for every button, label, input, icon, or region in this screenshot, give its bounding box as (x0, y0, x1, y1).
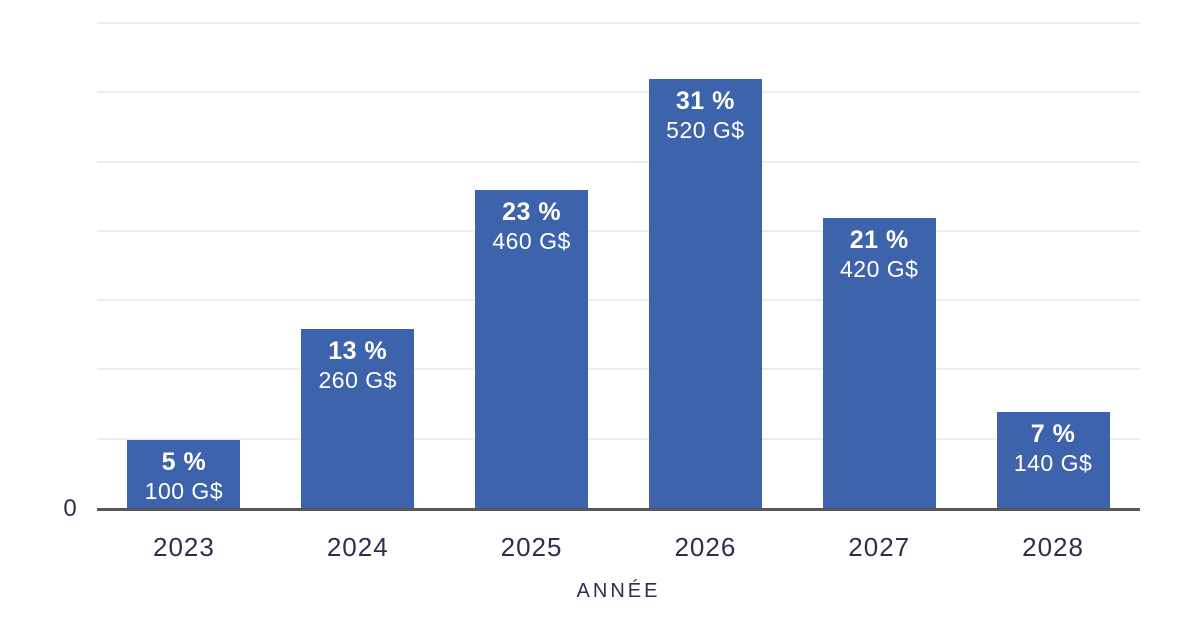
bar-2024: 13 % 260 G$ (301, 328, 415, 509)
gridline (97, 91, 1140, 94)
chart-column-2028: 7 % 140 G$ (966, 24, 1140, 509)
chart-column-2026: 31 % 520 G$ (618, 24, 792, 509)
bar-amount-label: 260 G$ (318, 366, 397, 393)
gridline (97, 299, 1140, 302)
bar-pct-label: 7 % (1030, 420, 1076, 448)
x-tick-label-2025: 2025 (500, 532, 563, 562)
bar-2028: 7 % 140 G$ (996, 412, 1110, 509)
bar-pct-label: 23 % (502, 198, 562, 227)
x-tick-label-2024: 2024 (326, 532, 389, 562)
x-axis-title: ANNÉE (576, 580, 661, 602)
gridline (97, 160, 1140, 163)
bar-2025: 23 % 460 G$ (475, 190, 589, 509)
bars-container: 5 % 100 G$ 13 % 260 G$ 23 % 460 G$ 31 % 520 G$ 2… (97, 24, 1140, 509)
x-axis-line (97, 508, 1140, 511)
x-tick-label-2027: 2027 (848, 532, 911, 562)
bar-amount-label: 420 G$ (839, 256, 919, 282)
bar-amount-label: 460 G$ (492, 228, 571, 255)
plot-area: 5 % 100 G$ 13 % 260 G$ 23 % 460 G$ 31 % 520 G$ 2… (97, 22, 1140, 511)
gridline (97, 22, 1140, 24)
chart-column-2025: 23 % 460 G$ (445, 24, 619, 509)
chart-column-2027: 21 % 420 G$ (792, 24, 966, 509)
x-tick-label-2026: 2026 (674, 532, 737, 562)
gridline (97, 437, 1140, 440)
x-axis-tick-labels: 2023 2024 2025 2026 2027 2028 (97, 532, 1140, 563)
bar-pct-label: 21 % (849, 226, 909, 254)
chart-column-2024: 13 % 260 G$ (271, 24, 445, 509)
bar-amount-label: 520 G$ (666, 117, 745, 144)
bar-amount-label: 140 G$ (1013, 450, 1093, 476)
bar-pct-label: 13 % (328, 336, 388, 365)
bar-2026: 31 % 520 G$ (648, 79, 762, 509)
x-tick-label-2023: 2023 (152, 532, 215, 562)
bar-2027: 21 % 420 G$ (822, 218, 936, 509)
x-tick-label-2028: 2028 (1022, 532, 1084, 562)
bar-pct-label: 31 % (675, 87, 735, 116)
chart-column-2023: 5 % 100 G$ (97, 24, 271, 509)
bar-amount-label: 100 G$ (144, 477, 224, 504)
bar-pct-label: 5 % (161, 447, 207, 476)
gridline (97, 229, 1140, 232)
gridline (97, 368, 1140, 371)
y-axis-zero-label: 0 (63, 495, 77, 522)
bar-2023: 5 % 100 G$ (127, 439, 241, 509)
